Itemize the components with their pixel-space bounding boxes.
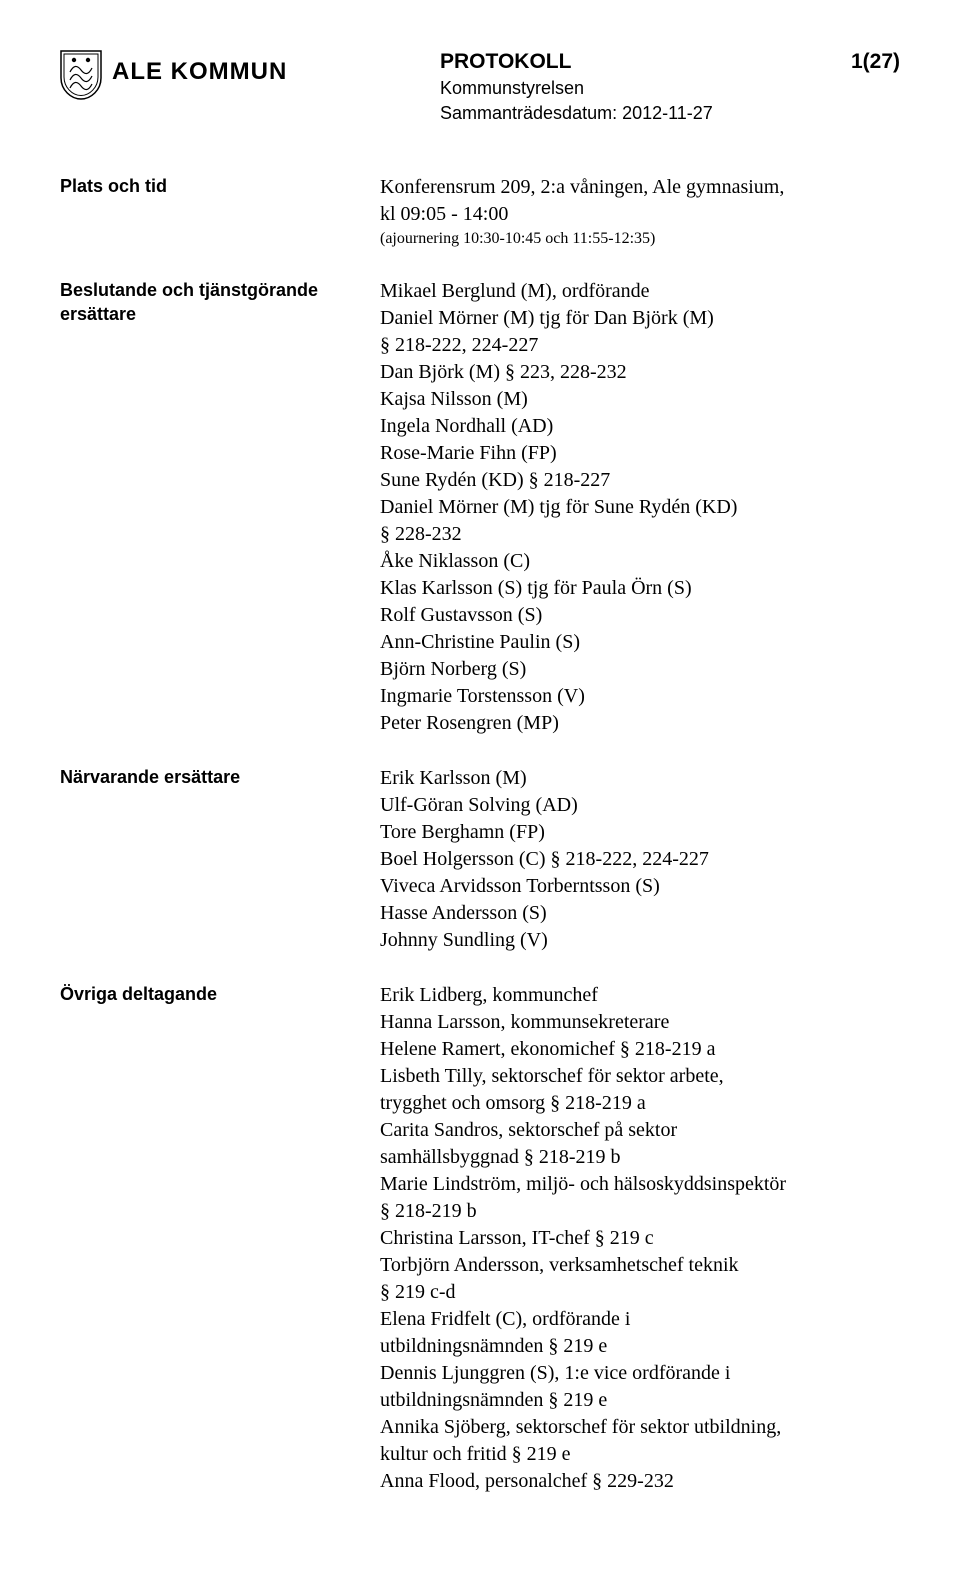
value-line: Hanna Larsson, kommunsekreterare <box>380 1009 900 1036</box>
section-row: Beslutande och tjänstgörande ersättareMi… <box>60 278 900 737</box>
value-line: Anna Flood, personalchef § 229-232 <box>380 1468 900 1495</box>
value-line: Konferensrum 209, 2:a våningen, Ale gymn… <box>380 174 900 201</box>
document-header: ALE KOMMUN PROTOKOLL 1(27) Kommunstyrels… <box>60 50 900 124</box>
value-line: Dennis Ljunggren (S), 1:e vice ordförand… <box>380 1360 900 1387</box>
value-line-small: (ajournering 10:30-10:45 och 11:55-12:35… <box>380 228 900 250</box>
value-line: Sune Rydén (KD) § 218-227 <box>380 467 900 494</box>
value-line: Boel Holgersson (C) § 218-222, 224-227 <box>380 846 900 873</box>
value-line: Erik Lidberg, kommunchef <box>380 982 900 1009</box>
value-line: Carita Sandros, sektorschef på sektor <box>380 1117 900 1144</box>
value-line: Kajsa Nilsson (M) <box>380 386 900 413</box>
value-line: kl 09:05 - 14:00 <box>380 201 900 228</box>
document-body: Plats och tidKonferensrum 209, 2:a vånin… <box>60 174 900 1495</box>
committee-name: Kommunstyrelsen <box>440 78 900 99</box>
value-line: samhällsbyggnad § 218-219 b <box>380 1144 900 1171</box>
value-line: trygghet och omsorg § 218-219 a <box>380 1090 900 1117</box>
value-line: Johnny Sundling (V) <box>380 927 900 954</box>
section-label: Beslutande och tjänstgörande ersättare <box>60 278 380 327</box>
value-line: Mikael Berglund (M), ordförande <box>380 278 900 305</box>
value-line: Daniel Mörner (M) tjg för Dan Björk (M) <box>380 305 900 332</box>
value-line: Ingmarie Torstensson (V) <box>380 683 900 710</box>
section-row: Övriga deltagandeErik Lidberg, kommunche… <box>60 982 900 1495</box>
logo-block: ALE KOMMUN <box>60 50 440 100</box>
section-value: Mikael Berglund (M), ordförandeDaniel Mö… <box>380 278 900 737</box>
value-line: Erik Karlsson (M) <box>380 765 900 792</box>
value-line: § 218-219 b <box>380 1198 900 1225</box>
value-line: § 219 c-d <box>380 1279 900 1306</box>
section-row: Plats och tidKonferensrum 209, 2:a vånin… <box>60 174 900 250</box>
value-line: Hasse Andersson (S) <box>380 900 900 927</box>
title-block: PROTOKOLL 1(27) Kommunstyrelsen Sammantr… <box>440 50 900 124</box>
value-line: Christina Larsson, IT-chef § 219 c <box>380 1225 900 1252</box>
value-line: Björn Norberg (S) <box>380 656 900 683</box>
value-line: Annika Sjöberg, sektorschef för sektor u… <box>380 1414 900 1441</box>
value-line: Torbjörn Andersson, verksamhetschef tekn… <box>380 1252 900 1279</box>
value-line: § 228-232 <box>380 521 900 548</box>
doc-title: PROTOKOLL <box>440 50 571 74</box>
value-line: Tore Berghamn (FP) <box>380 819 900 846</box>
value-line: Ann-Christine Paulin (S) <box>380 629 900 656</box>
section-value: Konferensrum 209, 2:a våningen, Ale gymn… <box>380 174 900 250</box>
value-line: Peter Rosengren (MP) <box>380 710 900 737</box>
value-line: Ingela Nordhall (AD) <box>380 413 900 440</box>
page-number: 1(27) <box>851 50 900 74</box>
section-value: Erik Lidberg, kommunchefHanna Larsson, k… <box>380 982 900 1495</box>
shield-logo-icon <box>60 50 102 100</box>
value-line: Rose-Marie Fihn (FP) <box>380 440 900 467</box>
value-line: Åke Niklasson (C) <box>380 548 900 575</box>
value-line: utbildningsnämnden § 219 e <box>380 1387 900 1414</box>
value-line: Lisbeth Tilly, sektorschef för sektor ar… <box>380 1063 900 1090</box>
org-name: ALE KOMMUN <box>112 58 287 86</box>
value-line: § 218-222, 224-227 <box>380 332 900 359</box>
value-line: kultur och fritid § 219 e <box>380 1441 900 1468</box>
value-line: Rolf Gustavsson (S) <box>380 602 900 629</box>
value-line: Elena Fridfelt (C), ordförande i <box>380 1306 900 1333</box>
value-line: Klas Karlsson (S) tjg för Paula Örn (S) <box>380 575 900 602</box>
section-label: Närvarande ersättare <box>60 765 380 789</box>
value-line: Viveca Arvidsson Torberntsson (S) <box>380 873 900 900</box>
value-line: Ulf-Göran Solving (AD) <box>380 792 900 819</box>
value-line: Helene Ramert, ekonomichef § 218-219 a <box>380 1036 900 1063</box>
section-label: Övriga deltagande <box>60 982 380 1006</box>
section-row: Närvarande ersättareErik Karlsson (M)Ulf… <box>60 765 900 954</box>
section-label: Plats och tid <box>60 174 380 198</box>
title-line: PROTOKOLL 1(27) <box>440 50 900 74</box>
value-line: Marie Lindström, miljö- och hälsoskyddsi… <box>380 1171 900 1198</box>
value-line: Dan Björk (M) § 223, 228-232 <box>380 359 900 386</box>
meeting-date: Sammanträdesdatum: 2012-11-27 <box>440 103 900 124</box>
value-line: utbildningsnämnden § 219 e <box>380 1333 900 1360</box>
value-line: Daniel Mörner (M) tjg för Sune Rydén (KD… <box>380 494 900 521</box>
section-value: Erik Karlsson (M)Ulf-Göran Solving (AD)T… <box>380 765 900 954</box>
